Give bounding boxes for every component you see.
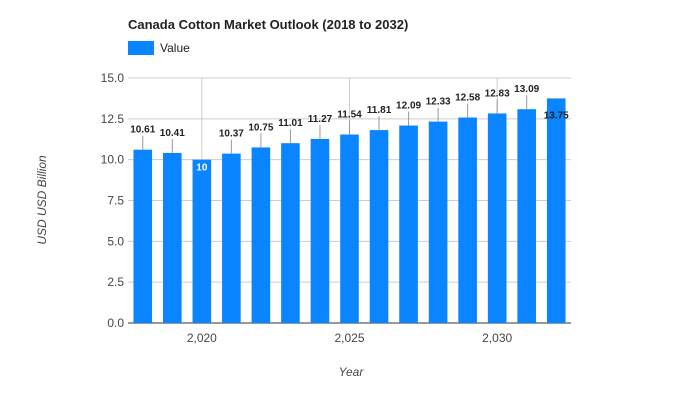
bar bbox=[340, 134, 359, 323]
bar bbox=[428, 121, 448, 323]
bar bbox=[310, 138, 330, 323]
bar bbox=[162, 152, 182, 323]
legend-swatch bbox=[128, 41, 154, 55]
bar bbox=[458, 117, 477, 323]
y-tick-label: 12.5 bbox=[101, 112, 125, 126]
bar bbox=[281, 143, 300, 323]
data-label: 10.41 bbox=[160, 128, 185, 139]
y-tick-label: 2.5 bbox=[107, 275, 124, 289]
x-tick-label: 2,025 bbox=[334, 331, 364, 345]
data-label: 12.09 bbox=[396, 101, 421, 112]
bar bbox=[369, 130, 389, 323]
bar bbox=[133, 149, 153, 323]
x-axis-title: Year bbox=[339, 365, 365, 379]
chart-title: Canada Cotton Market Outlook (2018 to 20… bbox=[128, 17, 409, 32]
bar bbox=[251, 147, 271, 323]
data-label: 12.58 bbox=[455, 93, 480, 104]
data-label: 10 bbox=[196, 163, 208, 174]
y-tick-label: 10.0 bbox=[101, 153, 125, 167]
legend-label: Value bbox=[160, 41, 190, 55]
bar bbox=[546, 98, 566, 324]
legend: Value bbox=[128, 41, 190, 55]
data-label: 12.33 bbox=[426, 97, 451, 108]
data-label: 13.75 bbox=[544, 110, 569, 121]
bar bbox=[399, 125, 418, 323]
bar bbox=[487, 113, 507, 324]
bars bbox=[133, 98, 566, 324]
data-label: 12.83 bbox=[485, 88, 510, 99]
data-labels: 10.61 10.41 10 10.37 10.75 11.01 11.27 11.54 11.… bbox=[130, 84, 569, 173]
data-label: 10.75 bbox=[248, 122, 273, 133]
y-tick-label: 7.5 bbox=[107, 194, 124, 208]
bar bbox=[192, 159, 212, 323]
x-tick-label: 2,030 bbox=[482, 331, 512, 345]
y-axis-title: USD USD Billion bbox=[35, 155, 49, 245]
y-tick-label: 0.0 bbox=[107, 316, 124, 330]
y-axis-ticks: 0.0 2.5 5.0 7.5 10.0 12.5 15.0 bbox=[101, 71, 125, 330]
data-label: 11.01 bbox=[278, 118, 303, 129]
data-label: 13.09 bbox=[514, 84, 539, 95]
data-label: 11.81 bbox=[367, 105, 392, 116]
y-tick-label: 5.0 bbox=[107, 234, 124, 248]
bar bbox=[517, 109, 537, 324]
data-label: 10.61 bbox=[130, 125, 155, 136]
x-tick-label: 2,020 bbox=[187, 331, 217, 345]
y-tick-label: 15.0 bbox=[101, 71, 125, 85]
data-label: 11.27 bbox=[308, 114, 333, 125]
bar bbox=[222, 153, 241, 323]
x-axis-ticks: 2,020 2,025 2,030 bbox=[187, 331, 513, 345]
data-label: 11.54 bbox=[337, 110, 362, 121]
data-label: 10.37 bbox=[219, 129, 244, 140]
